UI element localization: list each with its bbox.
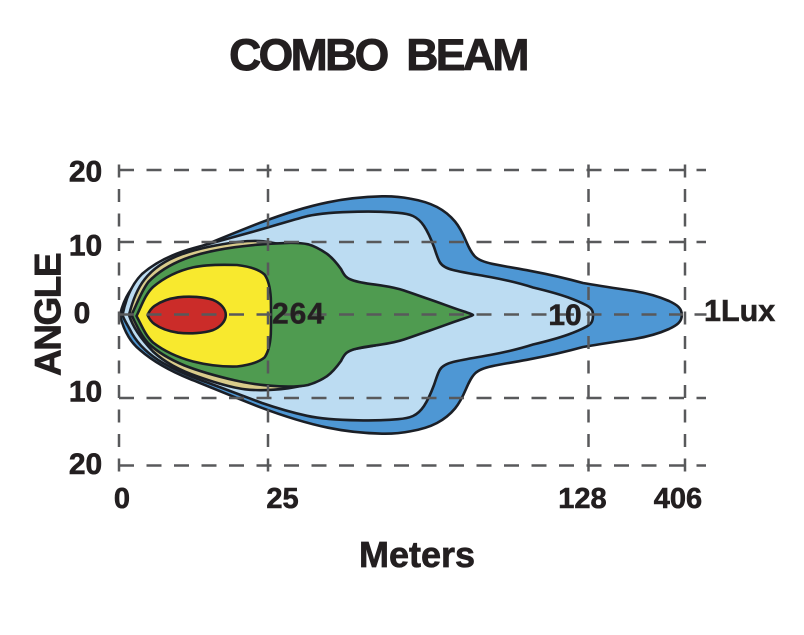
svg-text:COMBO BEAM: COMBO BEAM <box>229 31 527 80</box>
svg-text:20: 20 <box>69 156 102 189</box>
svg-text:10: 10 <box>69 376 102 409</box>
svg-text:ANGLE: ANGLE <box>28 253 69 376</box>
svg-text:264: 264 <box>272 298 325 331</box>
svg-text:Meters: Meters <box>359 534 475 575</box>
svg-text:25: 25 <box>266 483 298 515</box>
svg-text:1Lux: 1Lux <box>704 294 775 328</box>
svg-text:10: 10 <box>548 299 581 332</box>
svg-text:406: 406 <box>654 483 702 515</box>
svg-text:10: 10 <box>69 230 102 263</box>
svg-text:20: 20 <box>69 448 102 481</box>
svg-text:0: 0 <box>74 297 91 330</box>
svg-text:128: 128 <box>558 483 606 515</box>
svg-text:0: 0 <box>114 483 130 515</box>
